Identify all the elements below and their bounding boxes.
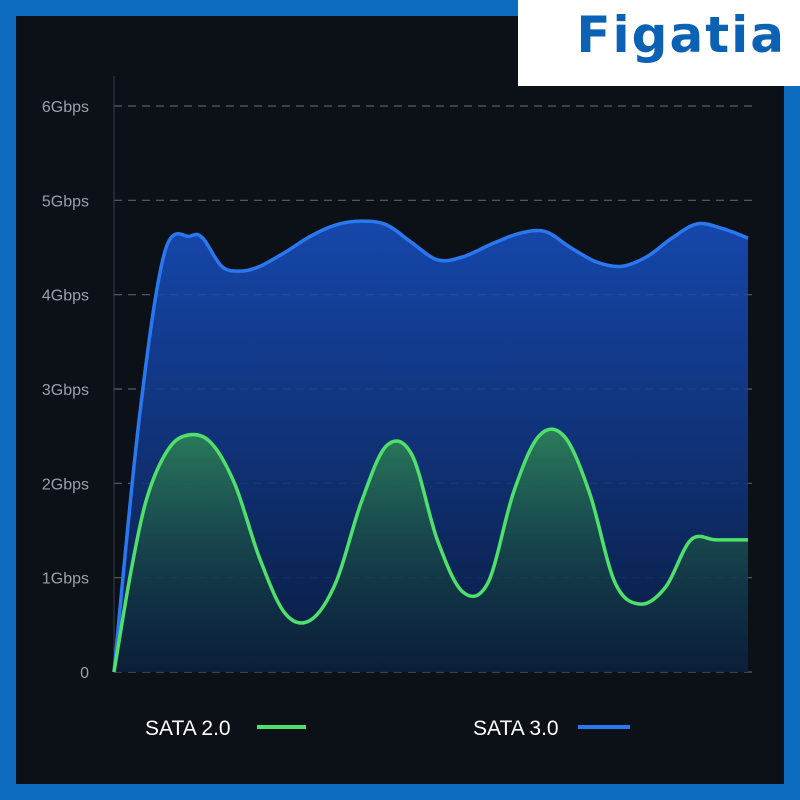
legend-label-sata3: SATA 3.0 [473,717,559,740]
y-tick-label: 2Gbps [42,476,89,493]
legend-label-sata2: SATA 2.0 [145,717,231,740]
y-tick-label: 5Gbps [42,193,89,210]
brand-tab: Figatia [518,0,800,86]
y-tick-label: 0 [80,665,89,682]
y-tick-label: 6Gbps [42,99,89,116]
brand-logo: Figatia [576,6,786,64]
area-sata2 [114,429,748,672]
y-tick-label: 1Gbps [42,571,89,588]
series-line-sata2 [112,427,748,673]
series-line-sata3 [112,219,749,673]
series-areas [114,221,748,672]
y-tick-label: 3Gbps [42,382,89,399]
y-tick-label: 4Gbps [42,288,89,305]
series-lines [112,219,749,673]
y-tick-labels: 0 1Gbps 2Gbps 3Gbps 4Gbps 5Gbps 6Gbps [42,99,89,682]
